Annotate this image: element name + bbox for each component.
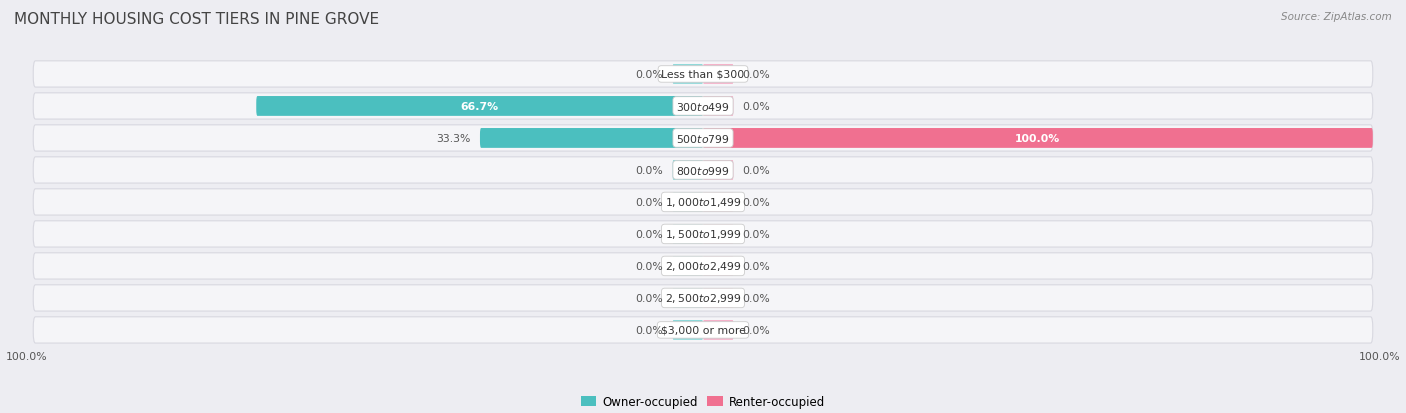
Text: 0.0%: 0.0% <box>636 325 664 335</box>
Text: 0.0%: 0.0% <box>742 325 770 335</box>
FancyBboxPatch shape <box>703 65 734 85</box>
Text: $2,000 to $2,499: $2,000 to $2,499 <box>665 260 741 273</box>
Text: $500 to $799: $500 to $799 <box>676 133 730 145</box>
FancyBboxPatch shape <box>256 97 703 116</box>
Text: Less than $300: Less than $300 <box>661 70 745 80</box>
Text: $3,000 or more: $3,000 or more <box>661 325 745 335</box>
FancyBboxPatch shape <box>703 288 734 308</box>
Text: $800 to $999: $800 to $999 <box>676 164 730 176</box>
FancyBboxPatch shape <box>672 225 703 244</box>
FancyBboxPatch shape <box>672 65 703 85</box>
FancyBboxPatch shape <box>672 192 703 212</box>
FancyBboxPatch shape <box>703 192 734 212</box>
Text: 0.0%: 0.0% <box>636 70 664 80</box>
FancyBboxPatch shape <box>703 320 734 340</box>
Text: 0.0%: 0.0% <box>742 229 770 240</box>
Text: 0.0%: 0.0% <box>636 261 664 271</box>
Text: 0.0%: 0.0% <box>742 102 770 112</box>
FancyBboxPatch shape <box>703 161 734 180</box>
FancyBboxPatch shape <box>34 62 1372 88</box>
Text: 0.0%: 0.0% <box>636 197 664 207</box>
FancyBboxPatch shape <box>34 285 1372 311</box>
Text: $1,000 to $1,499: $1,000 to $1,499 <box>665 196 741 209</box>
Text: $2,500 to $2,999: $2,500 to $2,999 <box>665 292 741 305</box>
FancyBboxPatch shape <box>34 190 1372 216</box>
Legend: Owner-occupied, Renter-occupied: Owner-occupied, Renter-occupied <box>576 390 830 413</box>
Text: 0.0%: 0.0% <box>636 229 664 240</box>
FancyBboxPatch shape <box>672 320 703 340</box>
Text: 0.0%: 0.0% <box>742 70 770 80</box>
FancyBboxPatch shape <box>672 161 703 180</box>
FancyBboxPatch shape <box>703 256 734 276</box>
FancyBboxPatch shape <box>34 126 1372 152</box>
Text: 66.7%: 66.7% <box>461 102 499 112</box>
Text: 100.0%: 100.0% <box>1015 134 1060 144</box>
Text: 0.0%: 0.0% <box>636 293 664 303</box>
Text: 0.0%: 0.0% <box>742 261 770 271</box>
FancyBboxPatch shape <box>672 288 703 308</box>
Text: 0.0%: 0.0% <box>742 293 770 303</box>
FancyBboxPatch shape <box>703 129 1372 149</box>
Text: MONTHLY HOUSING COST TIERS IN PINE GROVE: MONTHLY HOUSING COST TIERS IN PINE GROVE <box>14 12 380 27</box>
FancyBboxPatch shape <box>703 225 734 244</box>
Text: 0.0%: 0.0% <box>636 166 664 176</box>
Text: 0.0%: 0.0% <box>742 197 770 207</box>
FancyBboxPatch shape <box>34 253 1372 279</box>
Text: 100.0%: 100.0% <box>1358 351 1400 361</box>
Text: 100.0%: 100.0% <box>6 351 48 361</box>
FancyBboxPatch shape <box>703 97 734 116</box>
FancyBboxPatch shape <box>479 129 703 149</box>
FancyBboxPatch shape <box>34 317 1372 343</box>
FancyBboxPatch shape <box>34 157 1372 184</box>
Text: Source: ZipAtlas.com: Source: ZipAtlas.com <box>1281 12 1392 22</box>
Text: $300 to $499: $300 to $499 <box>676 101 730 113</box>
FancyBboxPatch shape <box>672 256 703 276</box>
FancyBboxPatch shape <box>34 221 1372 247</box>
Text: 0.0%: 0.0% <box>742 166 770 176</box>
Text: $1,500 to $1,999: $1,500 to $1,999 <box>665 228 741 241</box>
FancyBboxPatch shape <box>34 94 1372 120</box>
Text: 33.3%: 33.3% <box>436 134 471 144</box>
